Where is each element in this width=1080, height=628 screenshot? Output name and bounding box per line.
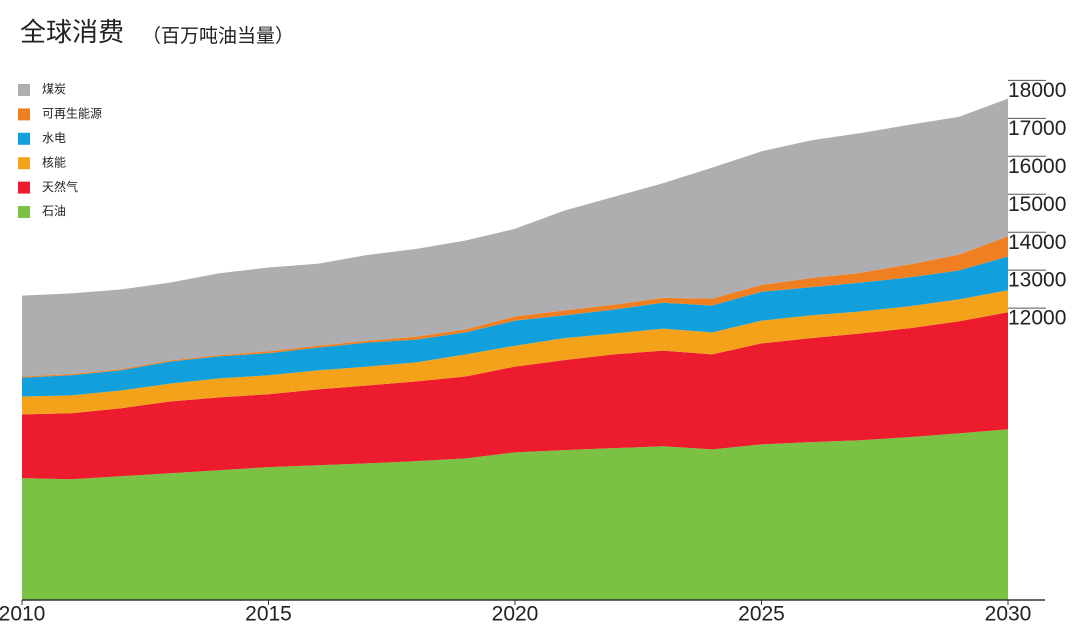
legend-label: 石油 bbox=[42, 204, 66, 218]
legend-swatch bbox=[18, 108, 30, 121]
legend-swatch bbox=[18, 84, 30, 96]
x-tick-label: 2025 bbox=[738, 603, 785, 626]
chart-title: 全球消费 bbox=[20, 17, 124, 47]
legend-swatch bbox=[18, 181, 30, 194]
area bbox=[22, 429, 1008, 600]
legend-swatch bbox=[18, 132, 30, 145]
y-tick-label: 14000 bbox=[1008, 231, 1066, 254]
legend-label: 核能 bbox=[42, 155, 66, 169]
area bbox=[22, 256, 1008, 397]
y-tick-label: 13000 bbox=[1008, 269, 1066, 292]
legend-label: 天然气 bbox=[42, 179, 78, 194]
chart-subtitle: （百万吨油当量） bbox=[142, 25, 294, 47]
x-tick-label: 2010 bbox=[0, 603, 45, 626]
y-tick-label: 16000 bbox=[1008, 155, 1066, 178]
area bbox=[22, 98, 1008, 377]
legend-swatch bbox=[18, 206, 30, 218]
legend-swatch bbox=[18, 157, 30, 170]
area bbox=[22, 290, 1008, 415]
x-tick-label: 2020 bbox=[492, 603, 539, 626]
legend-label: 可再生能源 bbox=[42, 107, 102, 121]
area bbox=[22, 312, 1008, 480]
x-tick-label: 2030 bbox=[985, 603, 1032, 626]
y-tick-label: 17000 bbox=[1008, 117, 1066, 140]
y-tick-label: 12000 bbox=[1008, 307, 1066, 330]
x-tick-label: 2015 bbox=[245, 603, 292, 626]
y-tick-label: 18000 bbox=[1008, 79, 1066, 102]
y-tick-label: 15000 bbox=[1008, 193, 1066, 216]
legend-label: 煤炭 bbox=[42, 82, 66, 96]
legend-label: 水电 bbox=[42, 131, 66, 145]
